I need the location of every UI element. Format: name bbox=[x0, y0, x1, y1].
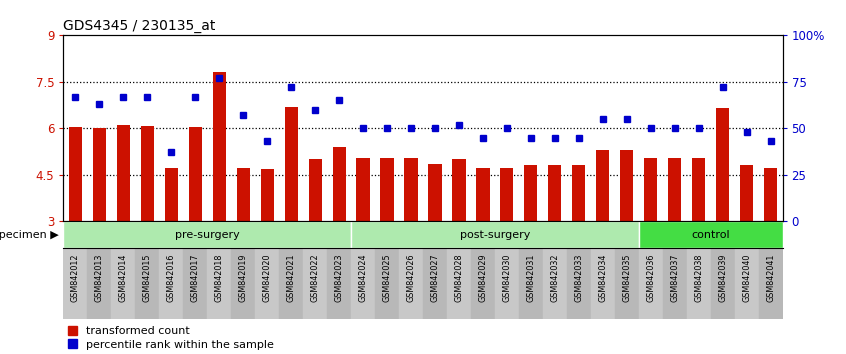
Bar bbox=[759, 248, 783, 319]
Bar bbox=[381, 158, 393, 221]
Legend: transformed count, percentile rank within the sample: transformed count, percentile rank withi… bbox=[63, 321, 278, 354]
Bar bbox=[399, 248, 423, 319]
Bar bbox=[734, 248, 759, 319]
Bar bbox=[639, 248, 662, 319]
Bar bbox=[63, 248, 87, 319]
Bar bbox=[596, 150, 609, 221]
Bar bbox=[112, 248, 135, 319]
Bar bbox=[63, 221, 351, 248]
Bar bbox=[662, 248, 687, 319]
Bar bbox=[212, 72, 226, 221]
Text: GSM842036: GSM842036 bbox=[646, 253, 655, 302]
Text: control: control bbox=[691, 229, 730, 240]
Bar bbox=[184, 248, 207, 319]
Text: GSM842016: GSM842016 bbox=[167, 253, 176, 302]
Bar bbox=[117, 125, 130, 221]
Bar bbox=[572, 165, 585, 221]
Bar bbox=[615, 248, 639, 319]
Bar bbox=[303, 248, 327, 319]
Bar bbox=[207, 248, 231, 319]
Text: GSM842035: GSM842035 bbox=[623, 253, 631, 302]
Bar bbox=[525, 165, 537, 221]
Text: GSM842020: GSM842020 bbox=[263, 253, 272, 302]
Bar bbox=[237, 168, 250, 221]
Text: GSM842026: GSM842026 bbox=[407, 253, 415, 302]
Bar bbox=[620, 150, 634, 221]
Bar bbox=[284, 107, 298, 221]
Text: GSM842033: GSM842033 bbox=[574, 253, 583, 302]
Bar bbox=[165, 168, 178, 221]
Text: GSM842029: GSM842029 bbox=[479, 253, 487, 302]
Bar bbox=[87, 248, 112, 319]
Text: GSM842031: GSM842031 bbox=[526, 253, 536, 302]
Text: GSM842021: GSM842021 bbox=[287, 253, 295, 302]
Text: GSM842032: GSM842032 bbox=[551, 253, 559, 302]
Bar bbox=[351, 248, 375, 319]
Text: GSM842023: GSM842023 bbox=[335, 253, 343, 302]
Bar bbox=[519, 248, 543, 319]
Bar bbox=[543, 248, 567, 319]
Text: GSM842027: GSM842027 bbox=[431, 253, 439, 302]
Bar bbox=[189, 127, 202, 221]
Bar bbox=[500, 168, 514, 221]
Bar bbox=[639, 221, 783, 248]
Bar bbox=[332, 147, 346, 221]
Bar bbox=[261, 169, 274, 221]
Text: GSM842039: GSM842039 bbox=[718, 253, 727, 302]
Bar bbox=[159, 248, 184, 319]
Bar bbox=[231, 248, 255, 319]
Text: GDS4345 / 230135_at: GDS4345 / 230135_at bbox=[63, 19, 216, 33]
Bar bbox=[453, 159, 465, 221]
Bar bbox=[279, 248, 303, 319]
Text: GSM842014: GSM842014 bbox=[119, 253, 128, 302]
Text: GSM842012: GSM842012 bbox=[71, 253, 80, 302]
Text: GSM842034: GSM842034 bbox=[598, 253, 607, 302]
Bar bbox=[644, 158, 657, 221]
Bar bbox=[428, 164, 442, 221]
Bar bbox=[351, 221, 639, 248]
Bar bbox=[255, 248, 279, 319]
Bar bbox=[423, 248, 447, 319]
Text: specimen ▶: specimen ▶ bbox=[0, 229, 59, 240]
Text: GSM842018: GSM842018 bbox=[215, 253, 223, 302]
Bar bbox=[495, 248, 519, 319]
Text: GSM842030: GSM842030 bbox=[503, 253, 511, 302]
Bar bbox=[668, 158, 681, 221]
Text: GSM842015: GSM842015 bbox=[143, 253, 151, 302]
Bar bbox=[140, 126, 154, 221]
Bar bbox=[476, 168, 490, 221]
Bar bbox=[548, 165, 562, 221]
Text: GSM842024: GSM842024 bbox=[359, 253, 367, 302]
Bar bbox=[567, 248, 591, 319]
Bar bbox=[404, 158, 418, 221]
Text: GSM842022: GSM842022 bbox=[310, 253, 320, 302]
Text: pre-surgery: pre-surgery bbox=[175, 229, 239, 240]
Text: GSM842013: GSM842013 bbox=[95, 253, 104, 302]
Bar bbox=[687, 248, 711, 319]
Text: GSM842019: GSM842019 bbox=[239, 253, 248, 302]
Text: GSM842028: GSM842028 bbox=[454, 253, 464, 302]
Bar bbox=[93, 128, 106, 221]
Bar bbox=[740, 165, 753, 221]
Bar bbox=[327, 248, 351, 319]
Text: post-surgery: post-surgery bbox=[459, 229, 530, 240]
Bar bbox=[135, 248, 159, 319]
Bar bbox=[764, 168, 777, 221]
Bar bbox=[716, 108, 729, 221]
Bar bbox=[356, 158, 370, 221]
Text: GSM842041: GSM842041 bbox=[766, 253, 775, 302]
Bar bbox=[591, 248, 615, 319]
Bar bbox=[309, 159, 321, 221]
Text: GSM842037: GSM842037 bbox=[670, 253, 679, 302]
Text: GSM842038: GSM842038 bbox=[695, 253, 703, 302]
Bar bbox=[692, 158, 706, 221]
Bar bbox=[447, 248, 471, 319]
Bar bbox=[69, 127, 82, 221]
Bar bbox=[471, 248, 495, 319]
Text: GSM842017: GSM842017 bbox=[191, 253, 200, 302]
Text: GSM842025: GSM842025 bbox=[382, 253, 392, 302]
Text: GSM842040: GSM842040 bbox=[742, 253, 751, 302]
Bar bbox=[375, 248, 399, 319]
Bar bbox=[711, 248, 734, 319]
